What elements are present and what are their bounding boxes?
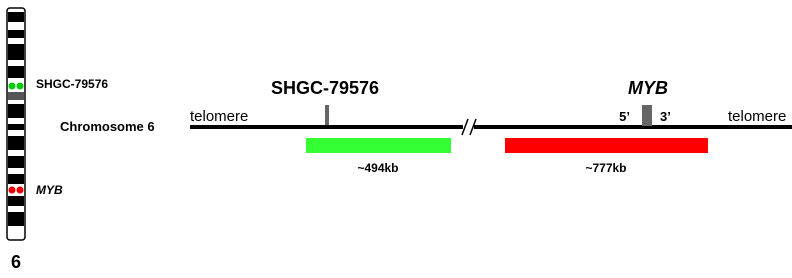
telomere-left: telomere — [190, 108, 248, 125]
green-label: SHGC-79576 — [36, 77, 108, 91]
probe-bar-red — [505, 138, 708, 153]
chromosome-ideogram — [7, 8, 25, 240]
probe-size: ~777kb — [585, 161, 626, 175]
probe-title: MYB — [628, 78, 668, 98]
probe-bar-green — [306, 138, 451, 153]
chromosome-number: 6 — [11, 252, 21, 272]
marker — [325, 105, 329, 125]
three-prime: 3’ — [660, 109, 671, 124]
red-label: MYB — [36, 183, 63, 197]
page: {"ideogram": {"chromosome_number": "6", … — [0, 0, 792, 273]
chromosome-line — [190, 125, 463, 129]
diagram: 6 SHGC-79576 MYB Chromosome 6 telomere t… — [0, 0, 792, 273]
probe-size: ~494kb — [357, 161, 398, 175]
probe-title: SHGC-79576 — [271, 78, 379, 98]
telomere-right: telomere — [728, 108, 786, 125]
chromosome-line — [474, 125, 792, 129]
five-prime: 5’ — [619, 109, 630, 124]
gene-box — [642, 105, 652, 126]
chromosome-label: Chromosome 6 — [60, 119, 155, 134]
